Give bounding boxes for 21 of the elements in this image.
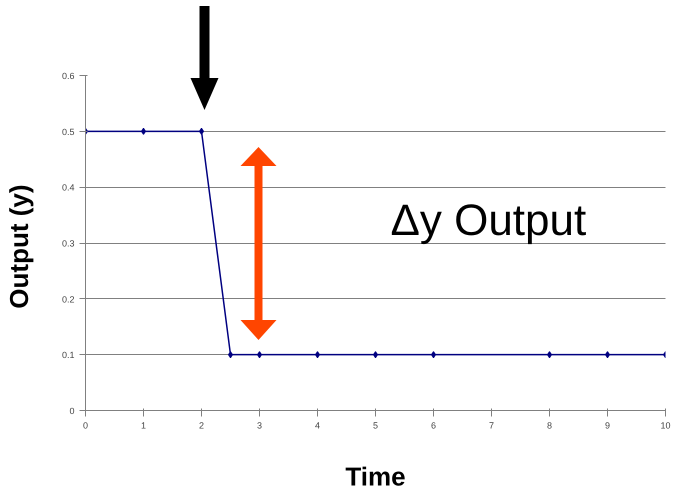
x-tick-label: 0: [82, 420, 88, 430]
y-axis-title: Output (y): [4, 184, 34, 309]
x-tick-label: 6: [430, 420, 436, 430]
x-tick-label: 4: [314, 420, 320, 430]
y-tick-label: 0.3: [62, 238, 75, 248]
y-tick-label: 0: [69, 406, 75, 416]
x-tick-label: 2: [198, 420, 204, 430]
x-tick-label: 1: [140, 420, 146, 430]
x-tick-label: 5: [372, 420, 378, 430]
x-tick-label: 8: [546, 420, 552, 430]
x-tick-label: 3: [256, 420, 262, 430]
y-tick-label: 0.5: [62, 126, 75, 137]
x-axis-title: Time: [345, 462, 406, 492]
y-tick-label: 0.6: [62, 71, 75, 81]
x-tick-label: 10: [660, 420, 671, 430]
y-tick-label: 0.2: [62, 294, 75, 304]
y-tick-label: 0.1: [62, 350, 75, 360]
y-tick-label: 0.4: [62, 182, 75, 193]
x-tick-label: 9: [604, 420, 610, 430]
annotation: Δy Output: [390, 196, 586, 245]
x-tick-label: 7: [488, 420, 494, 430]
